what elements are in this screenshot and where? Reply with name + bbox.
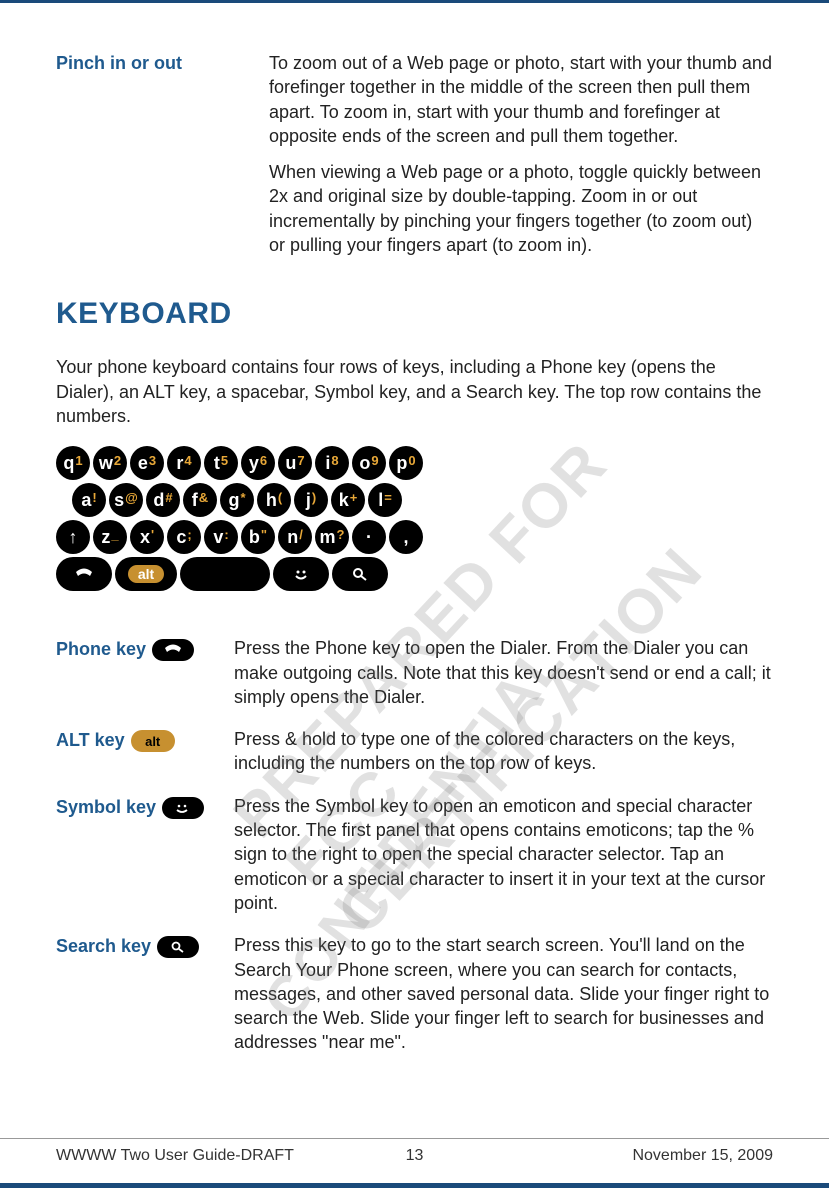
kbd-key: h(	[257, 483, 291, 517]
kbd-key: k+	[331, 483, 365, 517]
search-key-icon	[332, 557, 388, 591]
keyboard-intro: Your phone keyboard contains four rows o…	[56, 355, 773, 428]
kbd-row-2: a!s@d#f&g*h(j)k+l=	[56, 483, 773, 517]
kbd-key: ↑	[56, 520, 90, 554]
search-icon	[157, 936, 199, 958]
kbd-key: x'	[130, 520, 164, 554]
pinch-p1: To zoom out of a Web page or photo, star…	[269, 51, 773, 148]
alt-key-icon: alt	[115, 557, 177, 591]
keyboard-heading: KEYBOARD	[56, 297, 773, 331]
page-body: Pinch in or out To zoom out of a Web pag…	[0, 3, 829, 1143]
symbol-key-label: Symbol key	[56, 794, 234, 819]
phone-key-label: Phone key	[56, 636, 234, 661]
symbol-key-desc: Press the Symbol key to open an emoticon…	[234, 794, 773, 915]
search-key-row: Search key Press this key to go to the s…	[56, 933, 773, 1054]
pinch-p2: When viewing a Web page or a photo, togg…	[269, 160, 773, 257]
kbd-key: m?	[315, 520, 349, 554]
footer-left: WWWW Two User Guide-DRAFT	[56, 1147, 294, 1165]
alt-key-label: ALT key alt	[56, 727, 234, 752]
search-key-desc: Press this key to go to the start search…	[234, 933, 773, 1054]
alt-key-desc: Press & hold to type one of the colored …	[234, 727, 773, 776]
footer-right: November 15, 2009	[632, 1147, 773, 1165]
phone-icon	[152, 639, 194, 661]
kbd-key: r4	[167, 446, 201, 480]
kbd-key: i8	[315, 446, 349, 480]
kbd-key: a!	[72, 483, 106, 517]
kbd-key: ,	[389, 520, 423, 554]
phone-key-row: Phone key Press the Phone key to open th…	[56, 636, 773, 709]
page-footer: WWWW Two User Guide-DRAFT 13 November 15…	[0, 1138, 829, 1165]
phone-key-desc: Press the Phone key to open the Dialer. …	[234, 636, 773, 709]
pinch-description: To zoom out of a Web page or photo, star…	[269, 51, 773, 269]
kbd-key: p0	[389, 446, 423, 480]
footer-page-number: 13	[406, 1147, 424, 1165]
kbd-key: z_	[93, 520, 127, 554]
kbd-row-1: q1w2e3r4t5y6u7i8o9p0	[56, 446, 773, 480]
search-key-label: Search key	[56, 933, 234, 958]
kbd-key: e3	[130, 446, 164, 480]
kbd-key: b"	[241, 520, 275, 554]
alt-icon: alt	[131, 730, 175, 752]
kbd-key: c;	[167, 520, 201, 554]
kbd-key: q1	[56, 446, 90, 480]
kbd-key: v:	[204, 520, 238, 554]
kbd-key: g*	[220, 483, 254, 517]
kbd-key: w2	[93, 446, 127, 480]
symbol-key-icon	[273, 557, 329, 591]
kbd-key: t5	[204, 446, 238, 480]
kbd-key: y6	[241, 446, 275, 480]
kbd-key: l=	[368, 483, 402, 517]
kbd-key: j)	[294, 483, 328, 517]
spacebar-key	[180, 557, 270, 591]
kbd-row-3: ↑z_x'c;v:b"n/m?·,	[56, 520, 773, 554]
phone-key-icon	[56, 557, 112, 591]
kbd-key: ·	[352, 520, 386, 554]
kbd-key: d#	[146, 483, 180, 517]
keyboard-diagram: q1w2e3r4t5y6u7i8o9p0 a!s@d#f&g*h(j)k+l= …	[56, 446, 773, 591]
kbd-key: f&	[183, 483, 217, 517]
kbd-key: s@	[109, 483, 143, 517]
pinch-label: Pinch in or out	[56, 51, 269, 269]
kbd-key: u7	[278, 446, 312, 480]
symbol-icon	[162, 797, 204, 819]
symbol-key-row: Symbol key Press the Symbol key to open …	[56, 794, 773, 915]
kbd-key: n/	[278, 520, 312, 554]
kbd-key: o9	[352, 446, 386, 480]
alt-key-row: ALT key alt Press & hold to type one of …	[56, 727, 773, 776]
pinch-gesture-row: Pinch in or out To zoom out of a Web pag…	[56, 51, 773, 269]
kbd-row-4: alt	[56, 557, 773, 591]
